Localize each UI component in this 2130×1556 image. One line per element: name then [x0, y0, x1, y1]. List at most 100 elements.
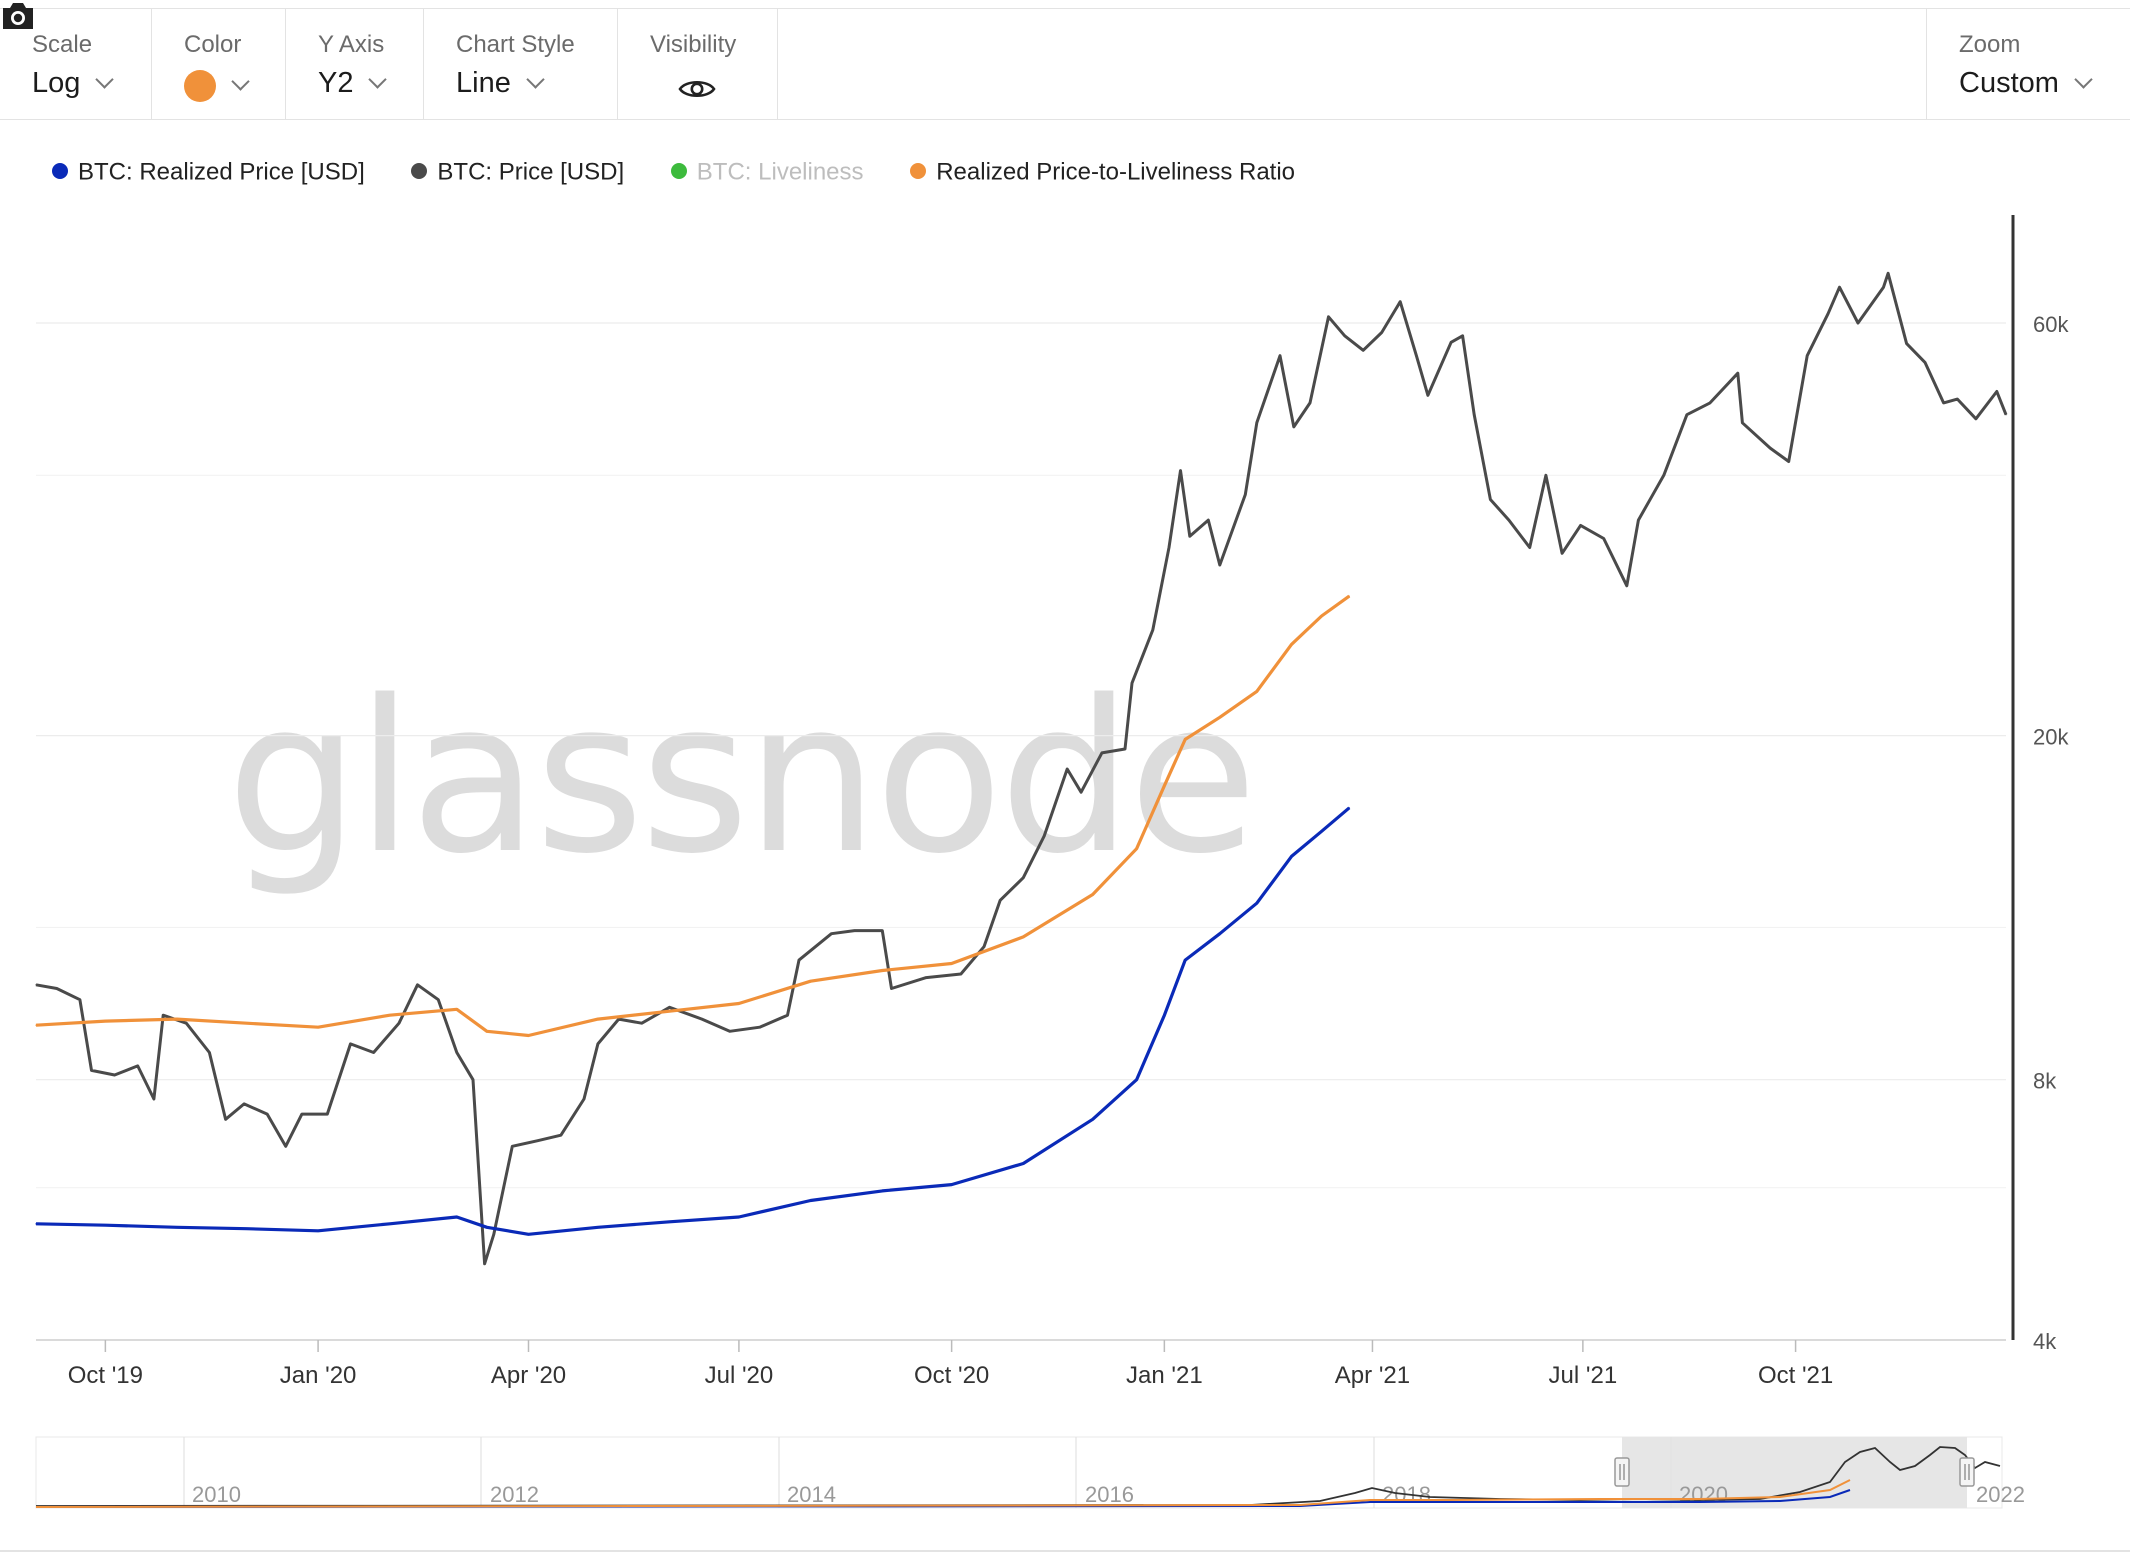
data-point [1348, 807, 1350, 809]
data-point [1101, 752, 1103, 754]
data-point [1450, 341, 1452, 343]
navigator-label: 2014 [787, 1482, 836, 1507]
data-point [1124, 748, 1126, 750]
visibility-label: Visibility [650, 31, 737, 58]
data-point [1184, 959, 1186, 961]
data-point [1741, 422, 1744, 424]
data-point [1219, 564, 1221, 566]
camera-icon[interactable] [0, 0, 36, 32]
data-point [738, 1216, 740, 1218]
data-point [1381, 331, 1383, 334]
data-point [317, 1026, 319, 1028]
data-point [527, 1233, 530, 1235]
data-point [951, 1184, 953, 1186]
legend-label: BTC: Liveliness [696, 158, 864, 186]
data-point [1179, 470, 1182, 472]
data-point [668, 1006, 671, 1008]
data-point [1293, 426, 1295, 428]
legend-label: BTC: Realized Price [USD] [78, 158, 365, 186]
legend-item-liveliness[interactable]: BTC: Liveliness [670, 158, 864, 187]
data-point [2005, 414, 2007, 416]
data-point [456, 1008, 458, 1010]
zoom-control[interactable]: Zoom Custom [1926, 9, 2130, 119]
data-point [853, 929, 856, 932]
data-point [137, 1065, 139, 1067]
x-tick-label: Jul '20 [705, 1362, 774, 1389]
data-point [1327, 316, 1330, 318]
data-point [1473, 414, 1475, 416]
data-point [618, 1018, 620, 1020]
data-point [1290, 855, 1293, 857]
data-point [1709, 402, 1711, 404]
series-line [35, 594, 1351, 1038]
data-point [266, 1113, 268, 1115]
data-point [1152, 629, 1154, 631]
color-control[interactable]: Color [152, 9, 286, 119]
data-point [983, 946, 985, 948]
data-point [285, 1145, 287, 1147]
x-tick-label: Oct '21 [1758, 1362, 1833, 1389]
data-point [35, 1024, 37, 1026]
data-point [456, 1051, 458, 1054]
data-point [1838, 286, 1841, 288]
legend-item-ratio[interactable]: Realized Price-to-Liveliness Ratio [910, 158, 1295, 187]
x-tick-label: Jul '21 [1549, 1362, 1618, 1389]
data-point [1320, 615, 1323, 617]
data-point [1626, 585, 1628, 587]
x-tick-label: Apr '21 [1335, 1362, 1410, 1389]
data-point [90, 1069, 93, 1072]
legend-label: BTC: Price [USD] [437, 158, 625, 186]
color-label: Color [184, 31, 242, 58]
data-point [1924, 362, 1926, 364]
data-point [301, 1113, 303, 1115]
data-point [830, 933, 832, 935]
data-point [176, 1018, 178, 1020]
data-point [1092, 893, 1094, 896]
legend-item-price[interactable]: BTC: Price [USD] [411, 158, 624, 187]
data-point [1956, 398, 1959, 400]
scale-control[interactable]: Scale Log [0, 9, 152, 119]
chart-style-label: Chart Style [456, 31, 575, 58]
eye-icon [678, 80, 716, 98]
data-point [809, 980, 812, 982]
data-point [809, 1199, 812, 1202]
data-point [1080, 791, 1082, 793]
data-point [1545, 474, 1547, 476]
data-point [597, 1043, 599, 1045]
data-point [1942, 402, 1945, 404]
data-point [1882, 286, 1885, 288]
data-point [1399, 301, 1401, 303]
data-point [1415, 355, 1417, 357]
y-axis-control[interactable]: Y Axis Y2 [286, 9, 424, 119]
legend-dot [52, 162, 68, 179]
data-point [35, 1223, 37, 1225]
data-point [641, 1022, 643, 1024]
navigator-handle[interactable] [1959, 1457, 1975, 1487]
visibility-control[interactable]: Visibility [618, 9, 778, 119]
navigator-handle[interactable] [1614, 1457, 1630, 1487]
data-point [1136, 1079, 1138, 1081]
legend-dot [411, 162, 428, 179]
data-point [1362, 349, 1364, 351]
y-axis-label: Y Axis [318, 31, 385, 58]
data-point [1686, 414, 1688, 416]
data-point [1637, 519, 1639, 521]
data-point [1290, 643, 1293, 645]
data-point [1131, 682, 1133, 684]
data-point [1092, 1118, 1094, 1120]
data-point [1975, 418, 1977, 420]
data-point [1462, 335, 1464, 337]
y-tick-label: 4k [2033, 1329, 2057, 1354]
chart-style-control[interactable]: Chart Style Line [424, 9, 618, 119]
navigator-label: 2020 [1679, 1482, 1728, 1507]
navigator-realized-line [35, 1489, 1851, 1508]
data-point [1022, 877, 1024, 879]
data-point [493, 1233, 495, 1235]
data-point [326, 1113, 328, 1115]
data-point [738, 1002, 740, 1005]
data-point [1279, 355, 1281, 357]
x-tick-label: Oct '19 [68, 1362, 143, 1389]
legend-item-realized-price[interactable]: BTC: Realized Price [USD] [52, 158, 365, 187]
data-point [208, 1051, 211, 1054]
data-point [583, 1098, 585, 1100]
